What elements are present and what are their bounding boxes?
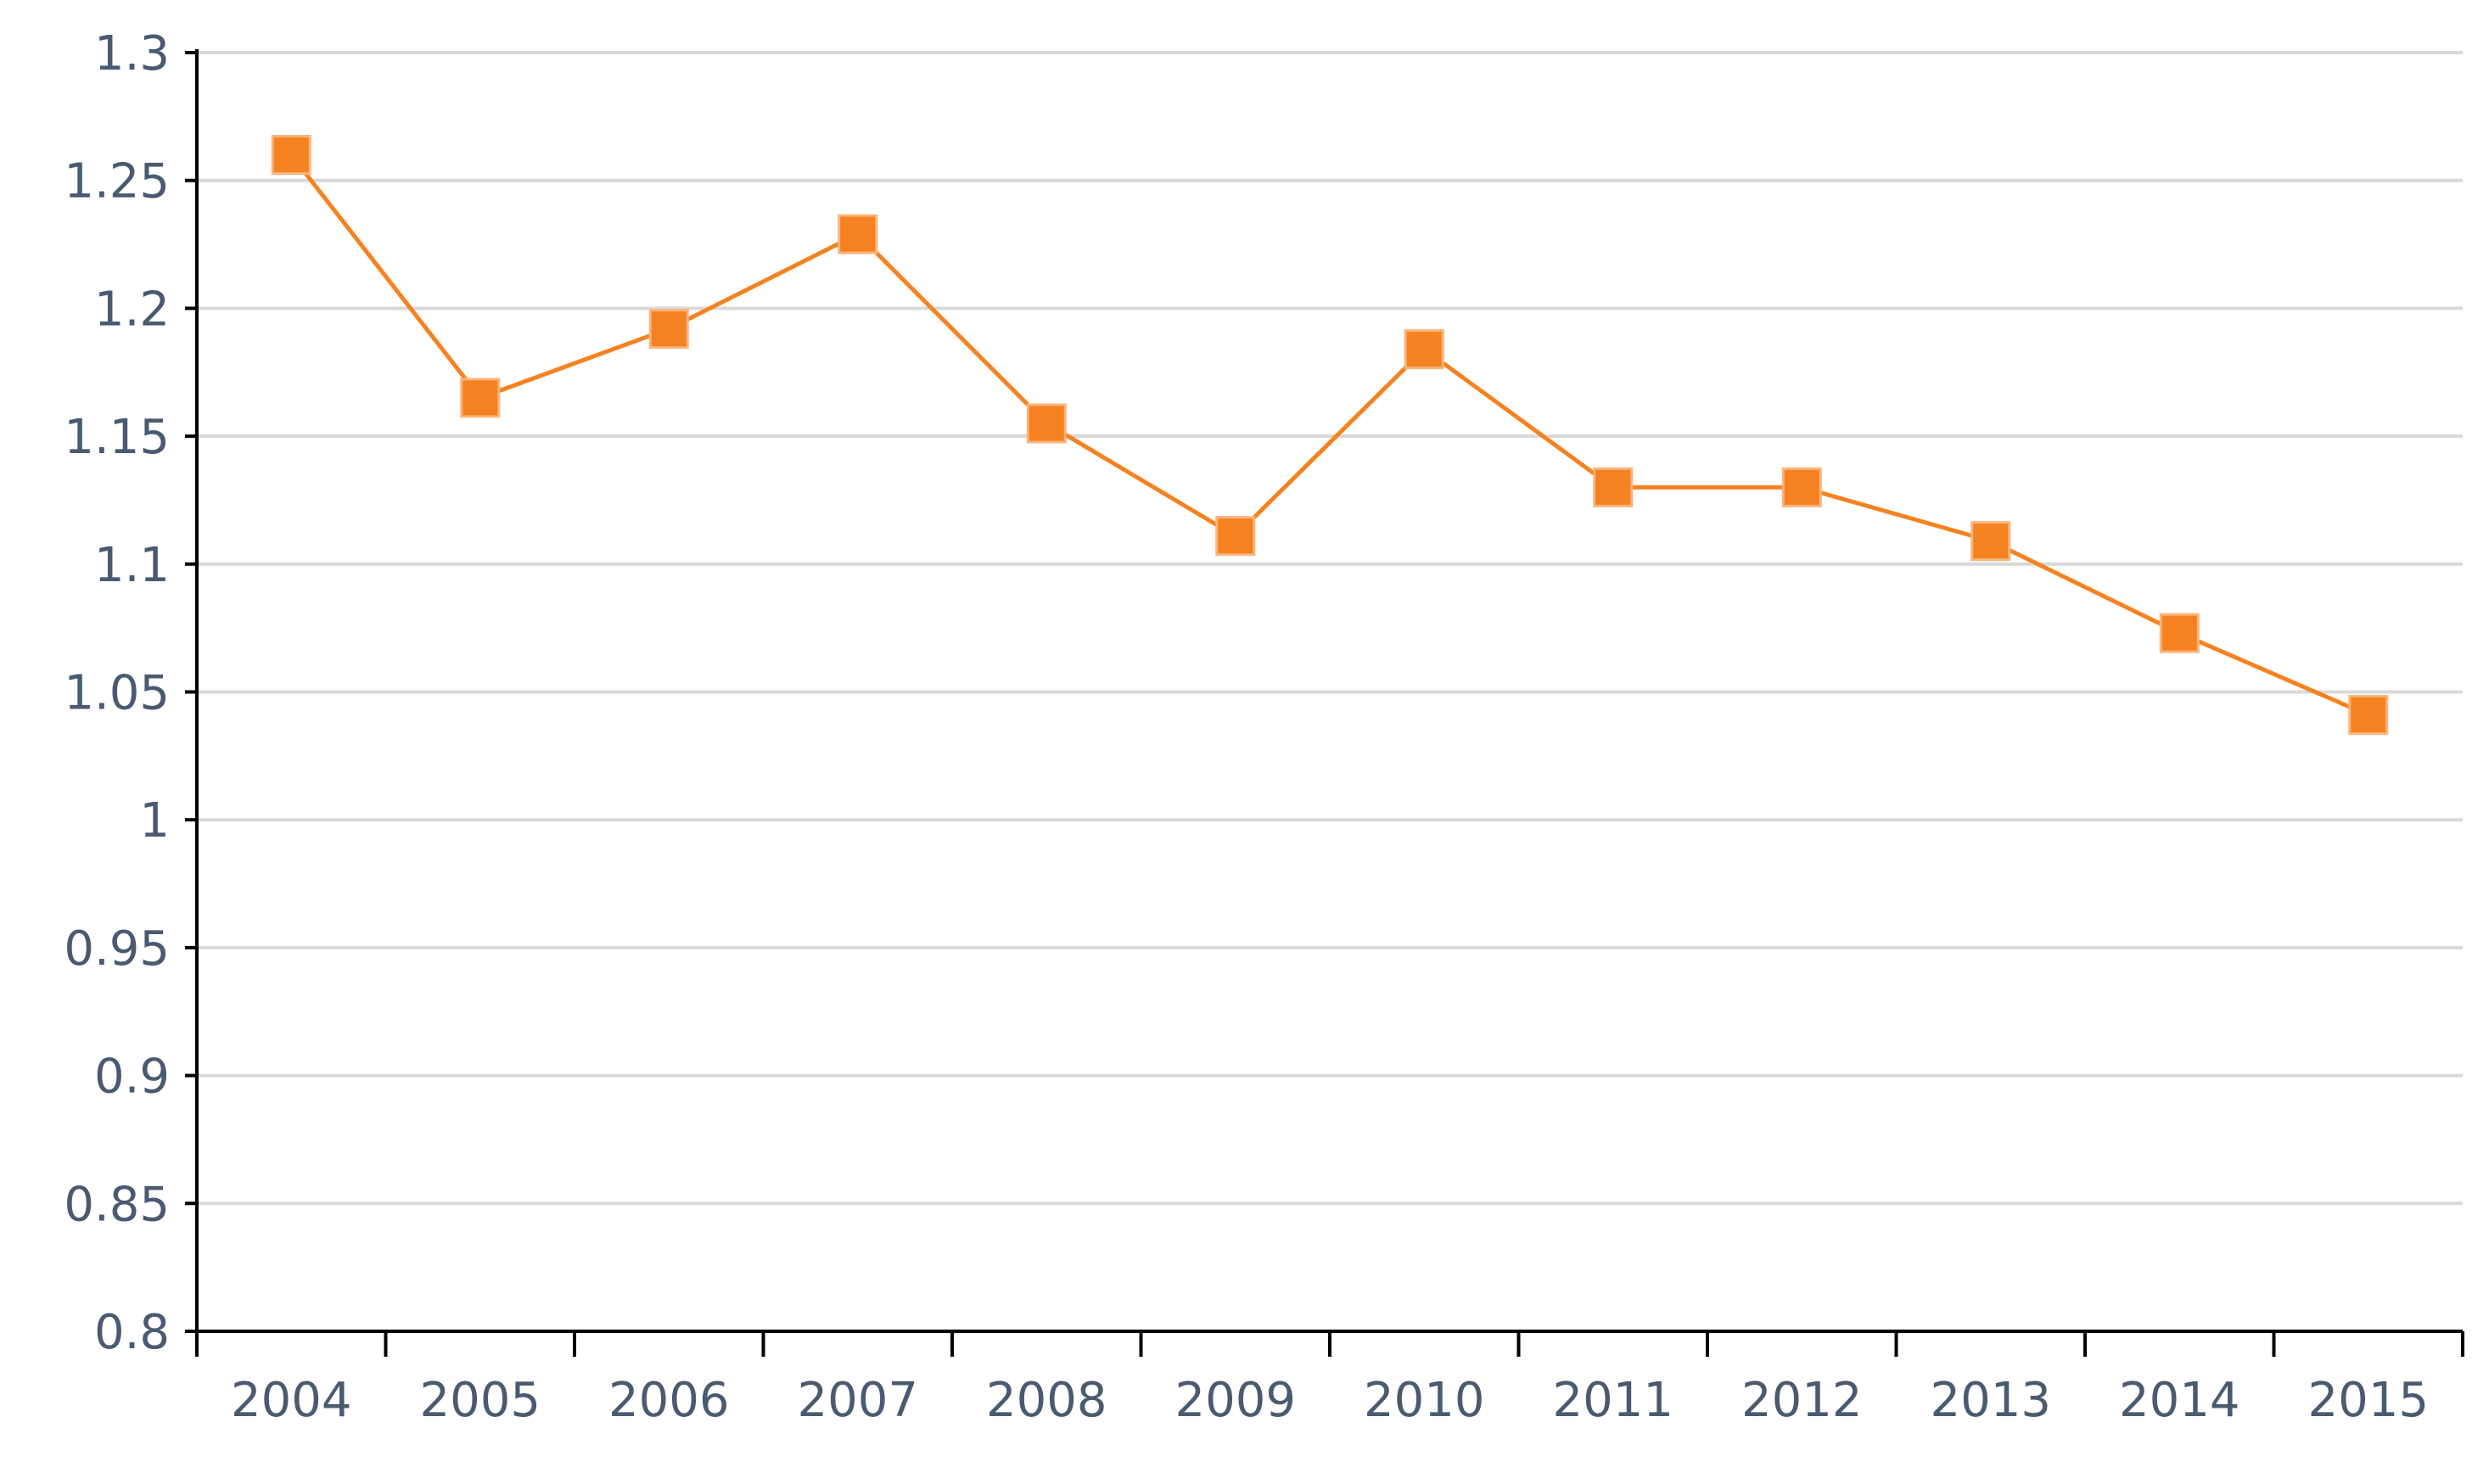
x-tick-labels: 2004 2005 2006 2007 2008 2009 2010 2011 2012 2013… — [231, 1373, 2429, 1428]
x-tick-label: 2014 — [2119, 1373, 2240, 1428]
data-point-marker — [1026, 403, 1067, 444]
y-tick-label: 0.8 — [94, 1305, 170, 1360]
data-point-marker — [1781, 467, 1822, 507]
x-tick-label: 2010 — [1364, 1373, 1485, 1428]
data-point-marker — [271, 135, 311, 176]
x-tick-label: 2011 — [1552, 1373, 1673, 1428]
data-point-marker — [1404, 329, 1444, 370]
y-tick-label: 1 — [139, 793, 170, 848]
data-point-marker — [460, 378, 501, 418]
data-point-marker — [1970, 521, 2011, 562]
x-tick-label: 2004 — [231, 1373, 352, 1428]
data-point-marker — [2348, 695, 2389, 736]
x-tick-label: 2012 — [1741, 1373, 1863, 1428]
x-tick-label: 2009 — [1174, 1373, 1296, 1428]
data-point-marker — [838, 214, 878, 255]
y-tick-labels: 0.8 0.85 0.9 0.95 1 1.05 1.1 1.15 1.2 1.25 1.3 — [64, 26, 170, 1360]
data-point-marker — [2159, 613, 2200, 653]
x-tick-label: 2013 — [1930, 1373, 2051, 1428]
x-tick-label: 2008 — [986, 1373, 1107, 1428]
grid-lines — [197, 51, 2463, 1206]
y-tick-label: 0.9 — [94, 1050, 170, 1105]
data-point-marker — [648, 309, 689, 350]
x-tick-label: 2007 — [797, 1373, 918, 1428]
data-point-marker — [1593, 467, 1634, 507]
x-tick-label: 2006 — [608, 1373, 730, 1428]
y-tick-label: 0.95 — [64, 921, 170, 977]
markers — [271, 135, 2389, 736]
series-line — [289, 154, 2369, 717]
x-tick-label: 2015 — [2307, 1373, 2429, 1428]
series — [289, 154, 2369, 717]
data-point-marker — [1215, 516, 1256, 557]
axes — [185, 49, 2464, 1357]
y-tick-label: 1.05 — [64, 666, 170, 721]
y-tick-label: 1.3 — [94, 26, 170, 81]
y-tick-label: 0.85 — [64, 1177, 170, 1232]
x-tick-label: 2005 — [419, 1373, 541, 1428]
y-tick-label: 1.1 — [94, 538, 170, 593]
y-tick-label: 1.15 — [64, 410, 170, 465]
y-tick-label: 1.2 — [94, 282, 170, 337]
y-tick-label: 1.25 — [64, 154, 170, 210]
